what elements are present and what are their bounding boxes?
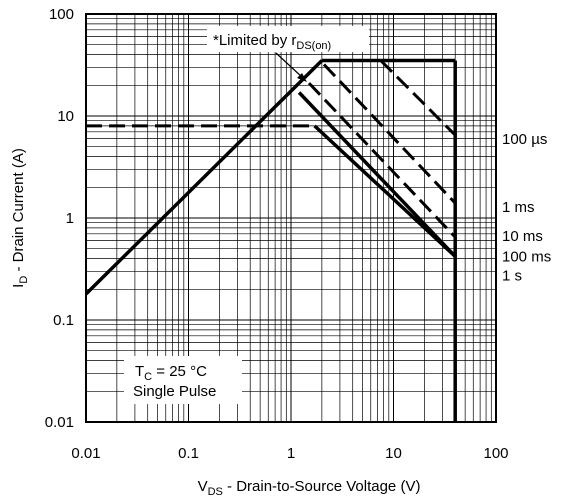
y-tick-label: 0.01 bbox=[45, 414, 74, 431]
series-label: 1 s bbox=[502, 267, 522, 284]
y-axis-title: ID - Drain Current (A) bbox=[10, 148, 30, 288]
y-tick-label: 10 bbox=[57, 108, 74, 125]
series-line-1 bbox=[84, 59, 324, 296]
limited-annotation-text: *Limited by rDS(on) bbox=[213, 32, 331, 52]
x-tick-label: 0.1 bbox=[178, 445, 199, 462]
x-tick-label: 1 bbox=[287, 445, 295, 462]
series-label: 100 ms bbox=[502, 248, 551, 265]
series-line-7 bbox=[307, 82, 457, 239]
conditions-box: TC = 25 °C Single Pulse bbox=[124, 356, 242, 404]
series-label-background bbox=[500, 227, 546, 245]
series-label-background bbox=[500, 247, 555, 265]
grid bbox=[86, 14, 496, 422]
tick-labels: 0.01 0.1 1 10 100 0.01 0.1 1 10 100 bbox=[45, 6, 509, 462]
series-label: 10 ms bbox=[502, 228, 543, 245]
x-axis-title: VDS - Drain-to-Source Voltage (V) bbox=[198, 478, 421, 498]
x-tick-label: 100 bbox=[483, 445, 508, 462]
series-label: 1 ms bbox=[502, 199, 535, 216]
tc-annotation: TC = 25 °C bbox=[135, 363, 207, 383]
x-tick-label: 10 bbox=[385, 445, 402, 462]
y-tick-label: 100 bbox=[49, 6, 74, 23]
y-tick-label: 1 bbox=[66, 210, 74, 227]
series-label-background bbox=[500, 130, 555, 148]
limited-arrow-head bbox=[297, 73, 307, 82]
series-line-5 bbox=[379, 59, 457, 137]
series-line-8 bbox=[297, 91, 457, 258]
limited-arrow bbox=[275, 52, 304, 79]
series-label-background bbox=[500, 198, 538, 216]
series-line-6 bbox=[322, 63, 457, 205]
y-tick-label: 0.1 bbox=[53, 312, 74, 329]
series-label: 100 µs bbox=[502, 131, 547, 148]
series-label-background bbox=[500, 266, 530, 284]
plot-frame bbox=[85, 13, 497, 423]
series-line-9 bbox=[313, 124, 457, 258]
limited-by-rds-annotation: *Limited by rDS(on) bbox=[207, 26, 369, 82]
series-labels: 100 µs 1 ms 10 ms 100 ms 1 s bbox=[500, 130, 555, 284]
single-pulse-annotation: Single Pulse bbox=[133, 383, 216, 400]
series-group bbox=[84, 58, 457, 422]
x-tick-label: 0.01 bbox=[71, 445, 100, 462]
